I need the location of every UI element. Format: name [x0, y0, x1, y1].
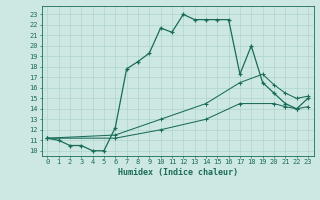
X-axis label: Humidex (Indice chaleur): Humidex (Indice chaleur)	[118, 168, 237, 177]
